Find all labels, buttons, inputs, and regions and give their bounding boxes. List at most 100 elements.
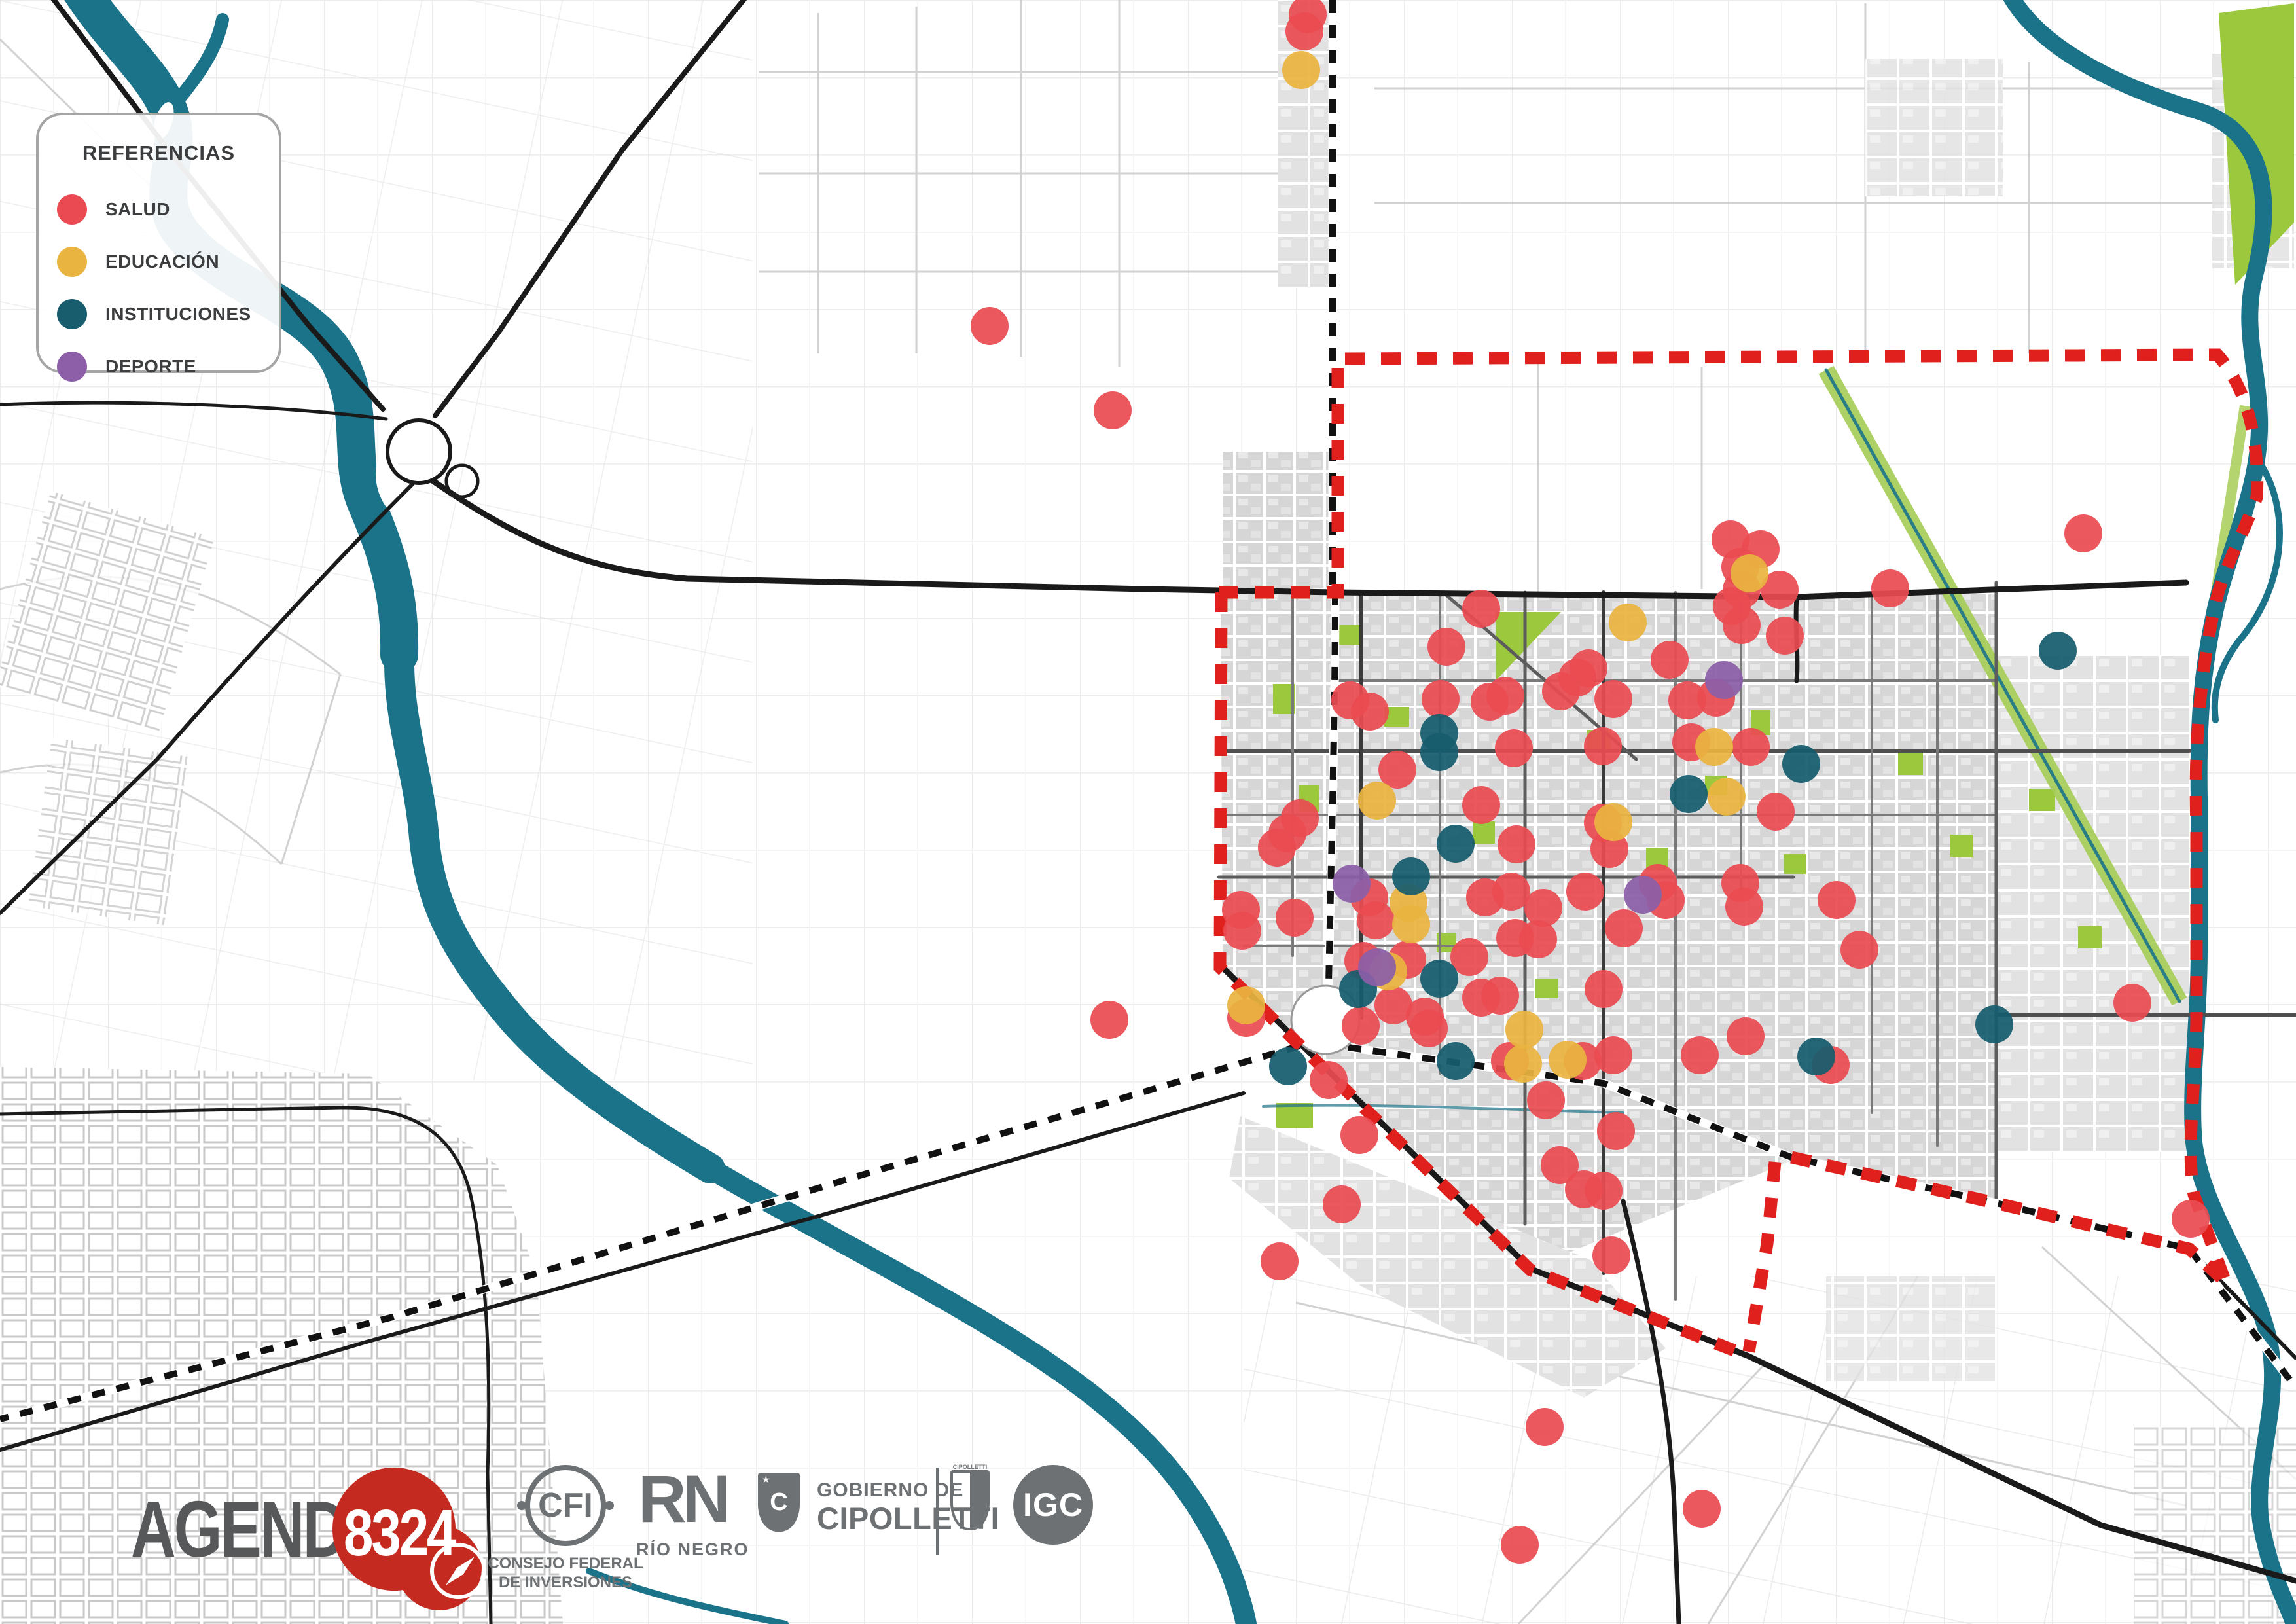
marker-educacion	[1282, 51, 1320, 89]
marker-salud	[1766, 617, 1804, 655]
marker-educacion	[1695, 728, 1733, 766]
marker-salud	[1526, 1408, 1564, 1446]
marker-instituciones	[1437, 825, 1475, 863]
marker-salud	[1683, 1490, 1721, 1528]
marker-salud	[1498, 825, 1535, 863]
marker-salud	[2113, 984, 2151, 1022]
marker-educacion	[1392, 905, 1430, 943]
marker-salud	[1566, 873, 1604, 911]
legend-item-instituciones: INSTITUCIONES	[39, 288, 279, 340]
marker-instituciones	[1437, 1042, 1475, 1080]
marker-salud	[1351, 693, 1389, 731]
marker-salud	[1570, 649, 1607, 687]
marker-salud	[1597, 1112, 1635, 1150]
marker-educacion	[1609, 604, 1647, 641]
marker-salud	[1486, 677, 1524, 715]
marker-educacion	[1731, 554, 1768, 592]
marker-salud	[1276, 899, 1314, 937]
marker-educacion	[1549, 1041, 1587, 1079]
marker-salud	[1450, 938, 1488, 976]
marker-salud	[1378, 751, 1416, 789]
marker-instituciones	[1670, 775, 1708, 813]
educacion-swatch-icon	[57, 247, 87, 277]
marker-salud	[1681, 1036, 1719, 1074]
marker-salud	[1594, 680, 1632, 718]
marker-salud	[1668, 681, 1706, 719]
marker-salud	[1585, 1172, 1623, 1210]
marker-salud	[1723, 606, 1761, 644]
marker-salud	[1323, 1185, 1361, 1223]
marker-salud	[1258, 829, 1296, 867]
marker-salud	[1340, 1116, 1378, 1154]
marker-educacion	[1708, 778, 1746, 816]
marker-deporte	[1358, 948, 1396, 986]
marker-educacion	[1594, 803, 1632, 841]
instituciones-swatch-icon	[57, 299, 87, 329]
marker-educacion	[1504, 1045, 1542, 1083]
marker-salud	[1594, 1036, 1632, 1074]
marker-salud	[1261, 1242, 1299, 1280]
marker-salud	[1651, 641, 1689, 679]
marker-instituciones	[1392, 857, 1430, 895]
marker-salud	[1527, 1081, 1565, 1119]
marker-educacion	[1227, 986, 1265, 1024]
legend-label: INSTITUCIONES	[105, 304, 251, 324]
marker-salud	[1310, 1061, 1348, 1099]
deporte-swatch-icon	[57, 352, 87, 382]
legend-label: SALUD	[105, 199, 170, 219]
marker-salud	[1524, 889, 1562, 927]
legend-label: EDUCACIÓN	[105, 251, 220, 272]
marker-salud	[1592, 1236, 1630, 1274]
marker-salud	[971, 307, 1009, 345]
marker-salud	[1732, 728, 1770, 766]
marker-salud	[1427, 628, 1465, 666]
legend-box: REFERENCIAS SALUD EDUCACIÓN INSTITUCIONE…	[36, 113, 281, 382]
marker-instituciones	[1975, 1005, 2013, 1043]
marker-salud	[1725, 888, 1763, 926]
marker-educacion	[1505, 1011, 1543, 1049]
marker-deporte	[1705, 661, 1743, 699]
marker-salud	[1090, 1001, 1128, 1039]
marker-salud	[1374, 986, 1412, 1024]
marker-deporte	[1333, 865, 1371, 903]
marker-salud	[1495, 729, 1533, 767]
marker-salud	[2172, 1200, 2210, 1238]
marker-salud	[1761, 571, 1799, 609]
marker-instituciones	[1420, 733, 1458, 771]
marker-deporte	[1624, 876, 1662, 914]
legend-label: DEPORTE	[105, 356, 196, 376]
marker-salud	[1727, 1017, 1765, 1055]
marker-salud	[1519, 920, 1557, 958]
marker-educacion	[1358, 782, 1396, 820]
marker-salud	[1481, 977, 1519, 1015]
marker-salud	[1840, 931, 1878, 969]
legend-item-deporte: DEPORTE	[39, 340, 279, 393]
marker-instituciones	[1797, 1038, 1835, 1075]
marker-salud	[1871, 569, 1909, 607]
marker-salud	[1605, 909, 1643, 947]
salud-swatch-icon	[57, 194, 87, 225]
city-boundary-dashed	[1213, 348, 2264, 1362]
marker-salud	[2064, 514, 2102, 552]
marker-salud	[1757, 793, 1795, 831]
marker-salud	[1223, 912, 1261, 950]
marker-salud	[1541, 1146, 1579, 1184]
marker-instituciones	[1782, 745, 1820, 783]
marker-instituciones	[1269, 1047, 1307, 1085]
legend-item-educacion: EDUCACIÓN	[39, 236, 279, 288]
map-markers	[971, 0, 2210, 1564]
marker-salud	[1285, 12, 1323, 50]
marker-salud	[1585, 970, 1623, 1008]
marker-salud	[1410, 1009, 1448, 1047]
marker-salud	[1357, 901, 1395, 939]
marker-instituciones	[1420, 960, 1458, 998]
marker-salud	[1462, 786, 1500, 824]
marker-salud	[1818, 881, 1856, 919]
marker-salud	[1094, 391, 1132, 429]
legend-item-salud: SALUD	[39, 183, 279, 236]
marker-salud	[1584, 727, 1622, 765]
legend-title: REFERENCIAS	[82, 141, 236, 164]
marker-salud	[1492, 873, 1530, 911]
